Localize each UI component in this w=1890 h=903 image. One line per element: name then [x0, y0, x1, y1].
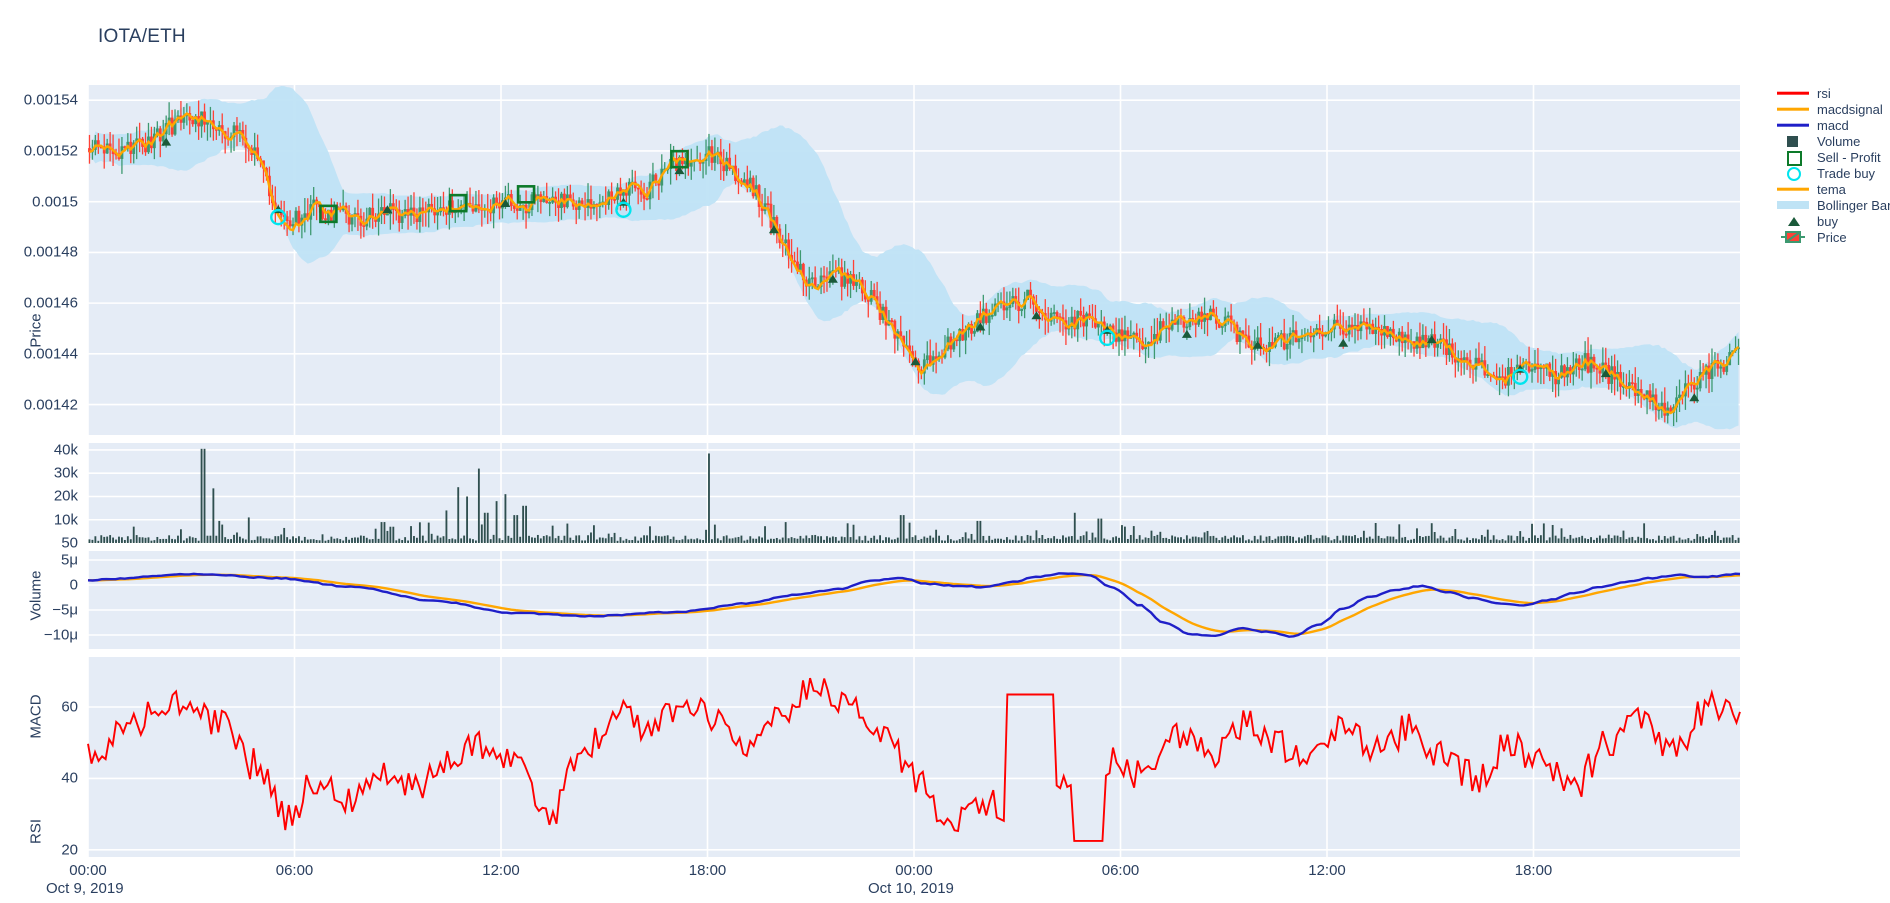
volume-ytick-4: 50	[61, 534, 78, 552]
rsi-axis-title: RSI	[27, 819, 45, 845]
price-ytick-4: 0.00146	[23, 294, 78, 312]
x-tick-1: 06:00	[275, 862, 314, 879]
volume-ytick-1: 30k	[53, 464, 78, 482]
price-ytick-5: 0.00144	[23, 345, 78, 363]
rsi-panel	[88, 657, 1740, 857]
legend-label: macdsignal	[1817, 101, 1883, 117]
price-panel	[88, 85, 1740, 435]
legend-label: tema	[1817, 181, 1846, 197]
macd-panel	[88, 551, 1740, 649]
macd-ytick-0: 5μ	[61, 551, 78, 569]
volume-ytick-3: 10k	[53, 511, 78, 529]
legend-item-price[interactable]: Price	[1775, 229, 1890, 245]
band-swatch-icon	[1775, 197, 1811, 213]
line-icon	[1775, 85, 1811, 101]
legend-item-volume[interactable]: Volume	[1775, 133, 1890, 149]
price-ytick-0: 0.00154	[23, 91, 78, 109]
rsi-ytick-2: 20	[61, 841, 78, 859]
legend-item-rsi[interactable]: rsi	[1775, 85, 1890, 101]
price-ytick-2: 0.0015	[32, 193, 78, 211]
page-title: IOTA/ETH	[98, 26, 186, 47]
x-date-label-1: Oct 10, 2019	[868, 880, 954, 897]
legend-label: Price	[1817, 229, 1847, 245]
triangle-up-icon	[1775, 213, 1811, 229]
legend-item-macd[interactable]: macd	[1775, 117, 1890, 133]
legend-item-bollinger-band[interactable]: Bollinger Band	[1775, 197, 1890, 213]
legend-item-macdsignal[interactable]: macdsignal	[1775, 101, 1890, 117]
rsi-ytick-1: 40	[61, 769, 78, 787]
open-square-icon	[1775, 149, 1811, 166]
x-tick-0: 00:00	[69, 862, 107, 879]
volume-ytick-0: 40k	[53, 441, 78, 459]
price-ytick-3: 0.00148	[23, 243, 78, 261]
line-icon	[1775, 101, 1811, 117]
filled-square-icon	[1775, 133, 1811, 149]
line-icon	[1775, 181, 1811, 197]
legend-label: Sell - Profit	[1817, 149, 1881, 165]
price-ytick-6: 0.00142	[23, 396, 78, 414]
rsi-ytick-0: 60	[61, 698, 78, 716]
macd-ytick-2: −5μ	[52, 601, 78, 619]
legend-label: buy	[1817, 213, 1838, 229]
macd-ytick-3: −10μ	[43, 626, 78, 644]
legend: rsi macdsignal macd Volume Sell - Profit Trad…	[1775, 85, 1890, 245]
x-tick-4: 00:00	[895, 862, 933, 879]
volume-ytick-2: 20k	[53, 487, 78, 505]
x-tick-6: 12:00	[1308, 862, 1346, 879]
volume-panel	[88, 443, 1740, 543]
open-circle-icon	[1775, 165, 1811, 181]
legend-label: Bollinger Band	[1817, 197, 1890, 213]
legend-item-buy[interactable]: buy	[1775, 213, 1890, 229]
legend-item-tema[interactable]: tema	[1775, 181, 1890, 197]
macd-ytick-1: 0	[69, 576, 78, 594]
price-ytick-1: 0.00152	[23, 142, 78, 160]
legend-item-sell-profit[interactable]: Sell - Profit	[1775, 149, 1890, 166]
legend-label: macd	[1817, 117, 1849, 133]
x-tick-7: 18:00	[1514, 862, 1553, 879]
legend-item-trade-buy[interactable]: Trade buy	[1775, 165, 1890, 181]
line-icon	[1775, 117, 1811, 133]
x-tick-5: 06:00	[1101, 862, 1140, 879]
x-tick-2: 12:00	[482, 862, 520, 879]
legend-label: rsi	[1817, 85, 1831, 101]
legend-label: Trade buy	[1817, 165, 1876, 181]
macd-axis-title: MACD	[27, 694, 45, 739]
candlestick-icon	[1775, 229, 1811, 245]
x-tick-3: 18:00	[688, 862, 727, 879]
x-date-label-0: Oct 9, 2019	[46, 880, 124, 897]
legend-label: Volume	[1817, 133, 1861, 149]
